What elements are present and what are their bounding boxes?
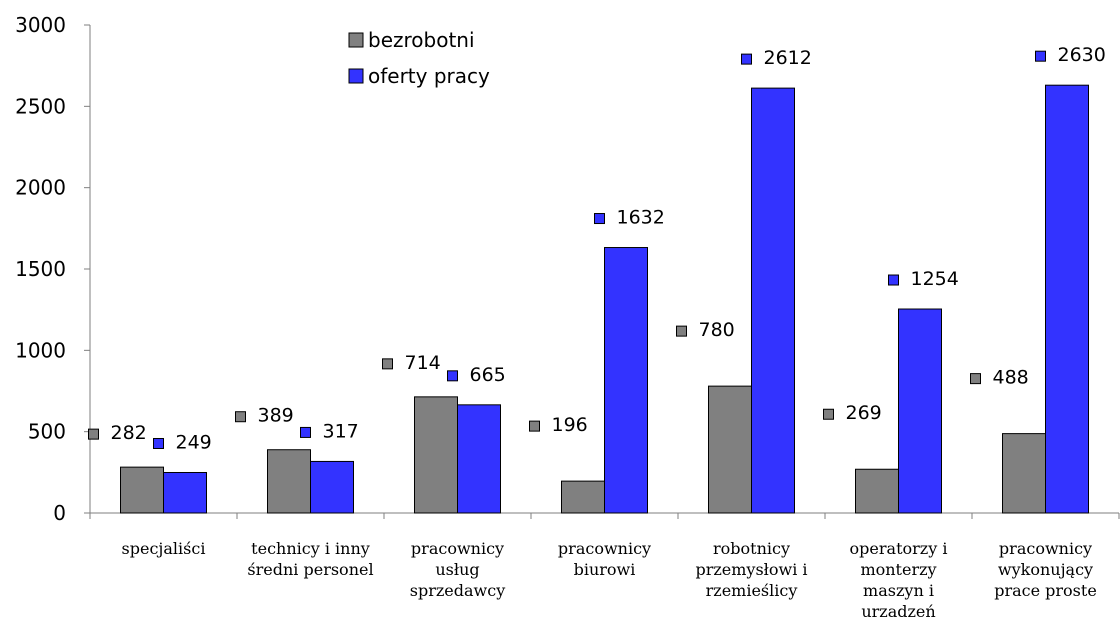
y-tick-label: 2500	[15, 94, 66, 118]
bar-bezrobotni	[414, 396, 458, 514]
data-label-oferty-pracy: 665	[470, 364, 506, 386]
y-tick-label: 1500	[15, 257, 66, 281]
data-label-marker-bezrobotni	[382, 358, 393, 370]
data-label-marker-oferty-pracy	[300, 426, 311, 438]
x-category-label: sprzedawcy	[410, 581, 505, 600]
bar-bezrobotni	[120, 466, 164, 514]
bar-bezrobotni	[708, 385, 752, 514]
bar-oferty-pracy	[898, 308, 942, 514]
category-labels: specjaliści technicy i inny średni persone…	[122, 539, 1097, 621]
data-label-marker-bezrobotni	[529, 420, 540, 432]
data-label-oferty-pracy: 2612	[764, 47, 812, 69]
x-category-label: monterzy	[860, 560, 936, 579]
legend-swatch	[348, 32, 364, 48]
x-category-label: technicy i inny	[251, 539, 370, 558]
y-tick-label: 3000	[15, 13, 66, 37]
bars	[120, 84, 1089, 514]
data-label-oferty-pracy: 2630	[1058, 44, 1106, 66]
data-labels: 282 249 389 317 714 665 196 1632 780 2612 269 1254 4…	[88, 44, 1106, 453]
bar-bezrobotni	[267, 449, 311, 514]
y-tick-label: 2000	[15, 176, 66, 200]
x-category-label: pracownicy	[558, 539, 651, 558]
bar-bezrobotni	[1002, 433, 1046, 514]
x-category-label: operatorzy i	[850, 539, 948, 558]
data-label-marker-oferty-pracy	[741, 53, 752, 65]
x-category-label: prace proste	[994, 581, 1097, 600]
bar-oferty-pracy	[604, 247, 648, 514]
bar-bezrobotni	[855, 468, 899, 514]
x-category-label: urzadzeń	[861, 602, 935, 621]
data-label-marker-bezrobotni	[88, 428, 99, 440]
legend-label: oferty pracy	[368, 64, 490, 88]
x-axis	[89, 512, 1120, 519]
x-category-label: biurowi	[574, 560, 636, 579]
data-label-oferty-pracy: 249	[176, 431, 212, 453]
bar-oferty-pracy	[457, 404, 501, 514]
x-category-label: średni personel	[247, 560, 373, 579]
data-label-marker-bezrobotni	[676, 325, 687, 337]
bar-oferty-pracy	[751, 87, 795, 514]
bar-bezrobotni	[561, 480, 605, 514]
x-category-label: pracownicy	[999, 539, 1092, 558]
x-category-label: specjaliści	[122, 539, 206, 558]
y-tick-label: 500	[28, 420, 66, 444]
data-label-bezrobotni: 714	[405, 352, 441, 374]
y-tick-label: 0	[53, 501, 66, 525]
data-label-bezrobotni: 389	[258, 405, 294, 427]
data-label-bezrobotni: 780	[699, 319, 735, 341]
bar-oferty-pracy	[163, 471, 207, 514]
x-category-label: usług	[435, 560, 479, 579]
data-label-marker-oferty-pracy	[888, 274, 899, 286]
legend-label: bezrobotni	[368, 28, 475, 52]
data-label-marker-oferty-pracy	[594, 213, 605, 225]
data-label-bezrobotni: 196	[552, 414, 588, 436]
data-label-marker-bezrobotni	[235, 411, 246, 423]
data-label-oferty-pracy: 1254	[911, 268, 959, 290]
data-label-bezrobotni: 282	[111, 422, 147, 444]
data-label-bezrobotni: 269	[846, 402, 882, 424]
data-label-marker-bezrobotni	[823, 408, 834, 420]
legend-swatch	[348, 68, 364, 84]
bar-oferty-pracy	[310, 460, 354, 514]
y-axis: 0 500 1000 1500 2000 2500 3000	[15, 13, 91, 525]
x-category-label: maszyn i	[863, 581, 934, 600]
data-label-marker-oferty-pracy	[153, 437, 164, 449]
data-label-bezrobotni: 488	[993, 367, 1029, 389]
data-label-oferty-pracy: 1632	[617, 207, 665, 229]
x-category-label: wykonujący	[998, 560, 1093, 579]
y-tick-label: 1000	[15, 338, 66, 362]
x-category-label: rzemieślicy	[706, 581, 798, 600]
x-category-label: przemysłowi i	[695, 560, 807, 579]
data-label-marker-oferty-pracy	[447, 370, 458, 382]
data-label-marker-bezrobotni	[970, 373, 981, 385]
data-label-marker-oferty-pracy	[1035, 50, 1046, 62]
data-label-oferty-pracy: 317	[323, 420, 359, 442]
x-category-label: robotnicy	[713, 539, 790, 558]
bar-oferty-pracy	[1045, 84, 1089, 514]
x-category-label: pracownicy	[411, 539, 504, 558]
legend: bezrobotni oferty pracy	[348, 28, 490, 88]
